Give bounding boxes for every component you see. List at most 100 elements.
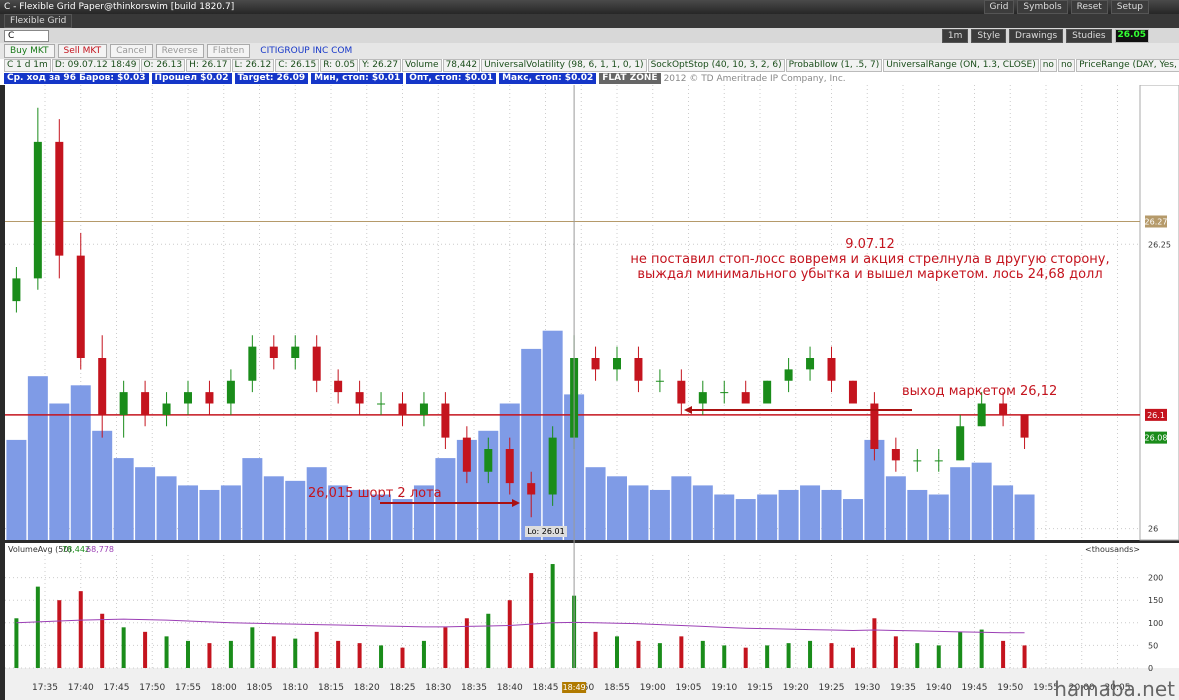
candle-body bbox=[419, 403, 428, 415]
candle-body bbox=[398, 403, 407, 415]
x-tick-label: 19:40 bbox=[926, 683, 952, 693]
company: CITIGROUP INC COM bbox=[260, 46, 353, 56]
volume-overlay bbox=[907, 489, 928, 540]
order-button[interactable]: Reverse bbox=[155, 44, 204, 58]
candle-body bbox=[848, 380, 857, 404]
volume-overlay bbox=[242, 458, 263, 540]
volume-overlay bbox=[285, 480, 306, 540]
order-button[interactable]: Cancel bbox=[110, 44, 153, 58]
volume-avg-line bbox=[16, 618, 1025, 634]
volume-bar bbox=[293, 638, 298, 668]
volume-overlay bbox=[70, 385, 91, 540]
candle-body bbox=[956, 426, 965, 461]
candle-body bbox=[162, 403, 171, 415]
toolbar-button[interactable]: Symbols bbox=[1017, 0, 1068, 14]
study-label: C: 26.15 bbox=[275, 59, 320, 72]
arrow-head bbox=[512, 499, 520, 507]
candle-body bbox=[934, 460, 943, 462]
volume-overlay bbox=[49, 403, 70, 540]
volume-overlay bbox=[628, 485, 649, 540]
volume-tick-label: 0 bbox=[1148, 664, 1153, 673]
x-tick-label: 17:45 bbox=[104, 683, 130, 693]
candle-body bbox=[441, 403, 450, 438]
volume-bar bbox=[379, 645, 384, 668]
candle-body bbox=[269, 346, 278, 358]
study-label: H: 26.17 bbox=[186, 59, 231, 72]
tool-button[interactable]: Style bbox=[971, 28, 1007, 43]
y-tick-label: 26.25 bbox=[1148, 240, 1171, 249]
candle-body bbox=[55, 141, 64, 256]
candle-body bbox=[1020, 414, 1029, 438]
candle-body bbox=[827, 358, 836, 381]
volume-overlay bbox=[521, 348, 542, 540]
arrow-head bbox=[684, 406, 692, 414]
order-button[interactable]: Buy MKT bbox=[4, 44, 55, 58]
volume-bar bbox=[808, 640, 813, 668]
study-label: C 1 d 1m bbox=[4, 59, 51, 72]
aggregation[interactable]: 1m bbox=[941, 28, 969, 43]
x-tick-label: 19:05 bbox=[676, 683, 702, 693]
tool-button[interactable]: Drawings bbox=[1009, 28, 1064, 43]
volume-overlay bbox=[800, 485, 821, 540]
x-tick-label: 18:30 bbox=[425, 683, 451, 693]
order-button[interactable]: Sell MKT bbox=[57, 44, 108, 58]
candle-body bbox=[141, 392, 150, 415]
candle-body bbox=[184, 392, 192, 404]
volume-overlay bbox=[607, 476, 627, 540]
volume-overlay bbox=[220, 485, 241, 540]
toolbar-button[interactable]: Setup bbox=[1110, 0, 1149, 14]
candle-body bbox=[698, 392, 707, 404]
symbol-tools: 1m Style Drawings Studies 26.05 bbox=[941, 28, 1179, 43]
info-label: FLAT ZONE bbox=[599, 73, 661, 84]
x-tick-label: 19:00 bbox=[640, 683, 666, 693]
toolbar-button[interactable]: Grid bbox=[983, 0, 1015, 14]
cursor-tag bbox=[562, 682, 587, 693]
x-tick-label: 18:20 bbox=[354, 683, 380, 693]
annotation: не поставил стоп-лосс вовремя и акция ст… bbox=[630, 252, 1109, 267]
x-tick-label: 18:15 bbox=[318, 683, 344, 693]
volume-bar bbox=[443, 627, 448, 668]
volume-bar bbox=[529, 573, 534, 668]
volume-bar bbox=[550, 564, 555, 668]
tool-button[interactable]: Studies bbox=[1066, 28, 1112, 43]
candle-body bbox=[806, 358, 815, 370]
volume-overlay bbox=[757, 494, 778, 540]
x-tick-label: 19:10 bbox=[711, 683, 737, 693]
volume-title: VolumeAvg (50) bbox=[8, 545, 72, 554]
volume-overlay bbox=[714, 494, 735, 540]
volume-bar bbox=[679, 636, 684, 668]
candle-body bbox=[291, 346, 300, 358]
volume-bar bbox=[743, 647, 748, 668]
price-axis bbox=[1139, 85, 1179, 541]
x-tick-label: 18:40 bbox=[497, 683, 523, 693]
y-tick-label: 26 bbox=[1148, 525, 1158, 534]
x-tick-label: 17:35 bbox=[32, 683, 58, 693]
candle-body bbox=[33, 141, 42, 279]
volume-bar bbox=[207, 643, 212, 668]
volume-tick-label: 50 bbox=[1148, 641, 1158, 650]
x-tick-label: 18:35 bbox=[461, 683, 487, 693]
volume-overlay bbox=[178, 485, 198, 540]
toolbar-button[interactable]: Reset bbox=[1070, 0, 1108, 14]
x-tick-label: 18:10 bbox=[282, 683, 308, 693]
volume-overlay bbox=[842, 499, 863, 540]
volume-bar bbox=[336, 640, 341, 668]
tab[interactable]: Flexible Grid bbox=[4, 14, 73, 28]
volume-overlay bbox=[649, 489, 670, 540]
volume-bar bbox=[421, 640, 426, 668]
candle-body bbox=[613, 358, 621, 370]
volume-bar bbox=[593, 631, 598, 668]
volume-bar bbox=[722, 645, 727, 668]
volume-overlay bbox=[135, 467, 156, 540]
x-tick-label: 20:05 bbox=[1105, 683, 1131, 693]
symbol-input[interactable]: C bbox=[4, 29, 49, 42]
candle-body bbox=[720, 392, 729, 394]
candle-body bbox=[763, 380, 772, 404]
volume-overlay bbox=[928, 494, 949, 540]
study-label: no bbox=[1039, 59, 1057, 72]
order-button[interactable]: Flatten bbox=[206, 44, 251, 58]
study-label: L: 26.12 bbox=[231, 59, 275, 72]
volume-bar bbox=[1022, 645, 1027, 668]
x-tick-label: 19:45 bbox=[962, 683, 988, 693]
study-label: 78,442 bbox=[442, 59, 481, 72]
